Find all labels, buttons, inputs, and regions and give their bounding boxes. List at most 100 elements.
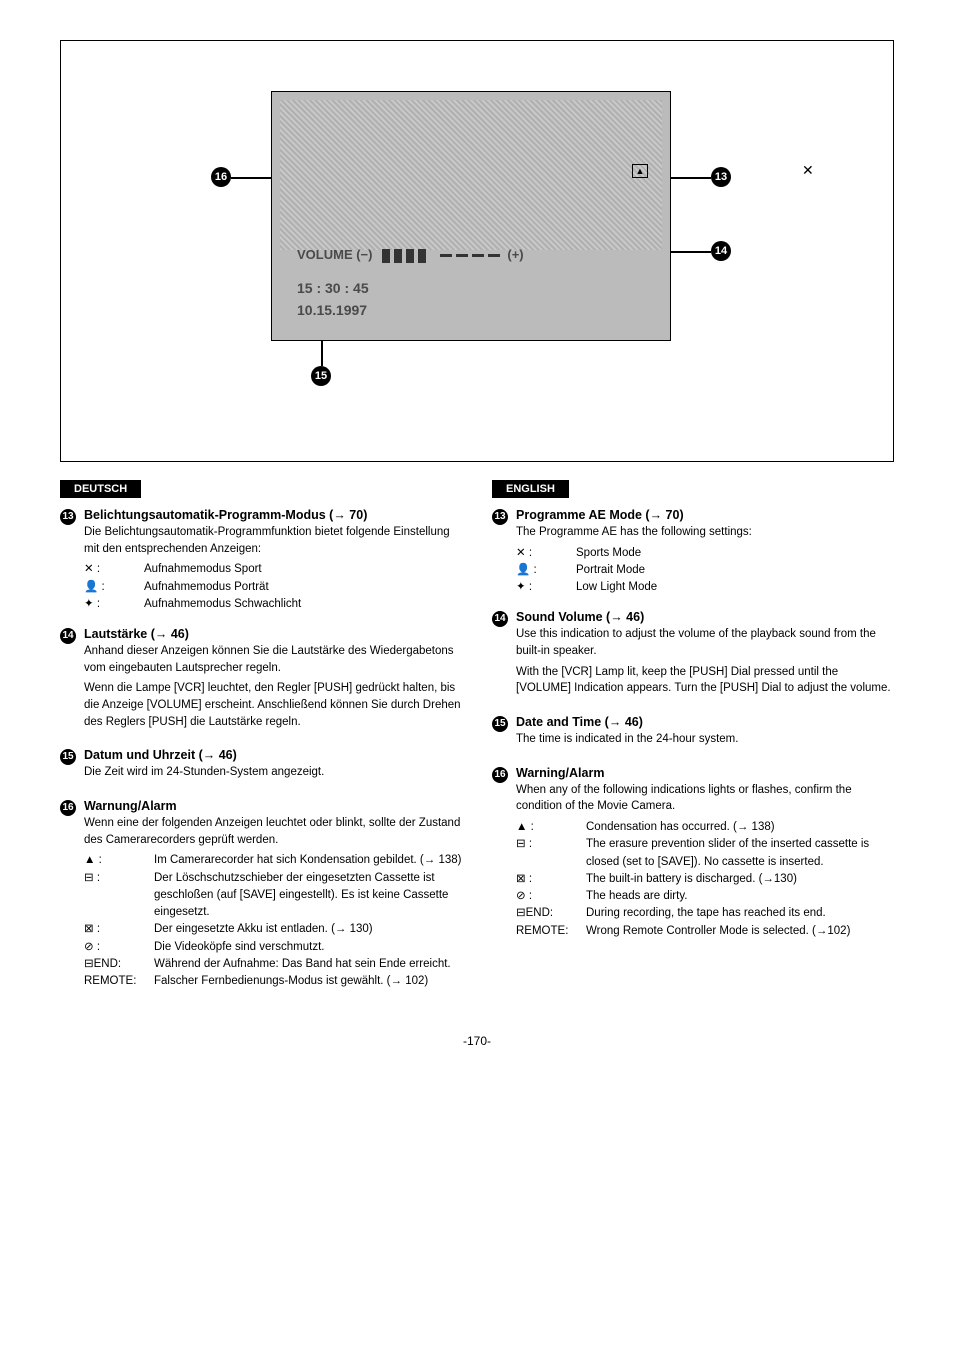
row-desc: Aufnahmemodus Sport xyxy=(144,561,462,578)
de-s15-t1: Die Zeit wird im 24-Stunden-System angez… xyxy=(84,764,462,781)
list-row: ▲ :Im Camerarecorder hat sich Kondensati… xyxy=(84,852,462,869)
row-desc: The heads are dirty. xyxy=(586,888,894,905)
row-desc: Der eingesetzte Akku ist entladen. (→ 13… xyxy=(154,921,462,938)
de-section-14: 14 Lautstärke (→ 46) Anhand dieser Anzei… xyxy=(60,627,462,734)
lead-16 xyxy=(231,177,271,179)
row-icon: REMOTE: xyxy=(516,923,586,940)
screen-hatch xyxy=(280,100,662,250)
list-row: ⊟ :Der Löschschutzschieber der eingesetz… xyxy=(84,870,462,922)
row-desc: The built-in battery is discharged. (→13… xyxy=(586,871,894,888)
list-row: 👤 :Aufnahmemodus Porträt xyxy=(84,579,462,596)
time-text: 15 : 30 : 45 xyxy=(297,280,369,296)
lead-14 xyxy=(671,251,711,253)
row-icon: ✦ : xyxy=(84,596,144,613)
en-s16-title: Warning/Alarm xyxy=(516,766,894,780)
row-desc: Im Camerarecorder hat sich Kondensation … xyxy=(154,852,462,869)
en-section-13: 13 Programme AE Mode (→ 70) The Programm… xyxy=(492,508,894,596)
de-s16-rows: ▲ :Im Camerarecorder hat sich Kondensati… xyxy=(84,852,462,990)
list-row: REMOTE:Wrong Remote Controller Mode is s… xyxy=(516,923,894,940)
row-icon: ⊟END: xyxy=(84,956,154,973)
num-icon: 13 xyxy=(60,509,76,525)
list-row: REMOTE:Falscher Fernbedienungs-Modus ist… xyxy=(84,973,462,990)
en-s13-text: The Programme AE has the following setti… xyxy=(516,524,894,541)
en-s13-rows: ✕ :Sports Mode👤 :Portrait Mode✦ :Low Lig… xyxy=(516,545,894,597)
volume-row: VOLUME (−) (+) xyxy=(297,247,524,263)
row-icon: REMOTE: xyxy=(84,973,154,990)
row-icon: ⊘ : xyxy=(516,888,586,905)
de-section-16: 16 Warnung/Alarm Wenn eine der folgenden… xyxy=(60,799,462,990)
row-desc: Sports Mode xyxy=(576,545,894,562)
row-desc: Portrait Mode xyxy=(576,562,894,579)
en-section-14: 14 Sound Volume (→ 46) Use this indicati… xyxy=(492,610,894,701)
num-icon: 15 xyxy=(60,749,76,765)
list-row: ✦ :Aufnahmemodus Schwachlicht xyxy=(84,596,462,613)
num-icon: 15 xyxy=(492,716,508,732)
list-row: ✦ :Low Light Mode xyxy=(516,579,894,596)
row-icon: ⊠ : xyxy=(84,921,154,938)
row-desc: Low Light Mode xyxy=(576,579,894,596)
row-desc: Falscher Fernbedienungs-Modus ist gewähl… xyxy=(154,973,462,990)
row-icon: ✕ : xyxy=(84,561,144,578)
row-desc: The erasure prevention slider of the ins… xyxy=(586,836,894,871)
en-s16-t1: When any of the following indications li… xyxy=(516,782,894,815)
lang-de: DEUTSCH xyxy=(60,480,141,498)
de-s13-text: Die Belichtungsautomatik-Programmfunktio… xyxy=(84,524,462,557)
row-desc: Aufnahmemodus Schwachlicht xyxy=(144,596,462,613)
callout-13: 13 xyxy=(711,167,731,187)
de-s14-title: Lautstärke (→ 46) xyxy=(84,627,462,641)
en-section-16: 16 Warning/Alarm When any of the followi… xyxy=(492,766,894,940)
page-number: -170- xyxy=(60,1034,894,1048)
row-desc: Wrong Remote Controller Mode is selected… xyxy=(586,923,894,940)
list-row: ⊘ :Die Videoköpfe sind verschmutzt. xyxy=(84,939,462,956)
page: ▲ ✕ VOLUME (−) (+) 15 : 30 : 45 10.15.19… xyxy=(0,0,954,1088)
callout-16: 16 xyxy=(211,167,231,187)
row-desc: Aufnahmemodus Porträt xyxy=(144,579,462,596)
list-row: ⊘ :The heads are dirty. xyxy=(516,888,894,905)
volume-dashes xyxy=(440,247,504,262)
list-row: ⊟END:During recording, the tape has reac… xyxy=(516,905,894,922)
row-icon: ⊟ : xyxy=(84,870,154,922)
col-en: ENGLISH 13 Programme AE Mode (→ 70) The … xyxy=(492,480,894,1004)
row-desc: During recording, the tape has reached i… xyxy=(586,905,894,922)
row-icon: ⊘ : xyxy=(84,939,154,956)
diagram: ▲ ✕ VOLUME (−) (+) 15 : 30 : 45 10.15.19… xyxy=(91,91,863,431)
list-row: ✕ :Aufnahmemodus Sport xyxy=(84,561,462,578)
en-section-15: 15 Date and Time (→ 46) The time is indi… xyxy=(492,715,894,752)
en-s15-t1: The time is indicated in the 24-hour sys… xyxy=(516,731,894,748)
columns: DEUTSCH 13 Belichtungsautomatik-Programm… xyxy=(60,480,894,1004)
en-s14-t1: Use this indication to adjust the volume… xyxy=(516,626,894,659)
de-s14-t2: Wenn die Lampe [VCR] leuchtet, den Regle… xyxy=(84,680,462,730)
en-s14-title: Sound Volume (→ 46) xyxy=(516,610,894,624)
row-icon: 👤 : xyxy=(84,579,144,596)
row-icon: ▲ : xyxy=(84,852,154,869)
volume-label-left: VOLUME (−) xyxy=(297,247,372,262)
num-icon: 14 xyxy=(60,628,76,644)
row-icon: ⊟ : xyxy=(516,836,586,871)
de-s13-rows: ✕ :Aufnahmemodus Sport👤 :Aufnahmemodus P… xyxy=(84,561,462,613)
en-s13-title: Programme AE Mode (→ 70) xyxy=(516,508,894,522)
row-icon: ✦ : xyxy=(516,579,576,596)
num-icon: 16 xyxy=(492,767,508,783)
lead-13 xyxy=(671,177,711,179)
date-text: 10.15.1997 xyxy=(297,302,367,318)
de-section-13: 13 Belichtungsautomatik-Programm-Modus (… xyxy=(60,508,462,613)
row-icon: ✕ : xyxy=(516,545,576,562)
en-s15-title: Date and Time (→ 46) xyxy=(516,715,894,729)
callout-14: 14 xyxy=(711,241,731,261)
list-row: ✕ :Sports Mode xyxy=(516,545,894,562)
row-icon: 👤 : xyxy=(516,562,576,579)
num-icon: 13 xyxy=(492,509,508,525)
callout-15: 15 xyxy=(311,366,331,386)
row-icon: ▲ : xyxy=(516,819,586,836)
num-icon: 14 xyxy=(492,611,508,627)
row-desc: Während der Aufnahme: Das Band hat sein … xyxy=(154,956,462,973)
diagram-box: ▲ ✕ VOLUME (−) (+) 15 : 30 : 45 10.15.19… xyxy=(60,40,894,462)
list-row: ▲ :Condensation has occurred. (→ 138) xyxy=(516,819,894,836)
list-row: ⊟END:Während der Aufnahme: Das Band hat … xyxy=(84,956,462,973)
de-s13-title: Belichtungsautomatik-Programm-Modus (→ 7… xyxy=(84,508,462,522)
lang-en: ENGLISH xyxy=(492,480,569,498)
list-row: ⊠ :The built-in battery is discharged. (… xyxy=(516,871,894,888)
warning-marker-icon: ▲ xyxy=(632,162,648,178)
volume-label-right: (+) xyxy=(507,247,523,262)
de-s16-t1: Wenn eine der folgenden Anzeigen leuchte… xyxy=(84,815,462,848)
